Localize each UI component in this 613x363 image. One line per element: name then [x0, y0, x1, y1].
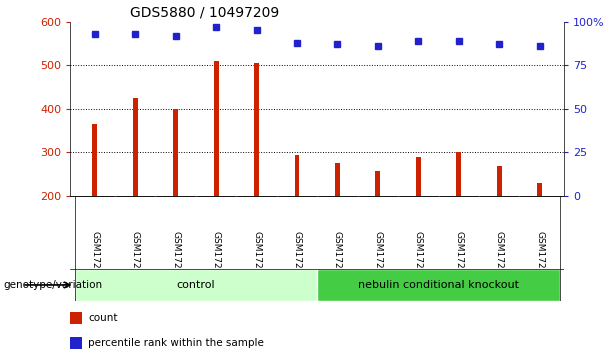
Bar: [537, 183, 542, 196]
Text: GSM1720844: GSM1720844: [535, 231, 544, 291]
Text: GSM1720834: GSM1720834: [131, 231, 140, 291]
Bar: [70, 337, 82, 349]
Bar: [133, 98, 138, 196]
Text: GSM1720838: GSM1720838: [292, 231, 302, 291]
Bar: [214, 61, 219, 196]
Text: control: control: [177, 280, 215, 290]
Bar: [93, 124, 97, 196]
Text: GDS5880 / 10497209: GDS5880 / 10497209: [130, 5, 279, 19]
Text: GSM1720836: GSM1720836: [211, 231, 221, 291]
Text: GSM1720841: GSM1720841: [414, 231, 423, 291]
Bar: [456, 152, 461, 196]
Text: GSM1720840: GSM1720840: [373, 231, 383, 291]
Bar: [376, 171, 380, 196]
Text: genotype/variation: genotype/variation: [3, 280, 102, 290]
Text: GSM1720843: GSM1720843: [495, 231, 504, 291]
Bar: [318, 269, 560, 301]
Text: GSM1720835: GSM1720835: [171, 231, 180, 291]
Bar: [70, 311, 82, 324]
Bar: [75, 269, 318, 301]
Bar: [497, 166, 501, 196]
Text: count: count: [88, 313, 118, 323]
Bar: [295, 155, 299, 196]
Bar: [416, 157, 421, 196]
Text: percentile rank within the sample: percentile rank within the sample: [88, 338, 264, 348]
Text: GSM1720842: GSM1720842: [454, 231, 463, 291]
Bar: [335, 163, 340, 196]
Text: GSM1720837: GSM1720837: [252, 231, 261, 291]
Text: GSM1720839: GSM1720839: [333, 231, 342, 291]
Text: nebulin conditional knockout: nebulin conditional knockout: [358, 280, 519, 290]
Text: GSM1720833: GSM1720833: [90, 231, 99, 291]
Bar: [254, 63, 259, 196]
Bar: [173, 109, 178, 196]
